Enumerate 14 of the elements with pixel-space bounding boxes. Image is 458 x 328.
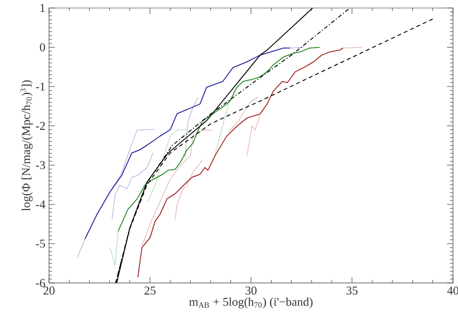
y-tick-label: -6 xyxy=(36,278,46,288)
x-axis-title: m$_{AB}$ + 5log(h$_{70}$) (i'−band) xyxy=(189,297,313,308)
y-axis-title: log(Φ [N/mag/(Mpc/h$_{70}$)$^{3}$]) xyxy=(20,80,33,211)
y-tick-label: -2 xyxy=(36,122,45,130)
x-tick-label: 25 xyxy=(144,286,156,295)
y-tick-label: 1 xyxy=(40,4,45,12)
y-tick-label: -1 xyxy=(36,82,45,91)
x-tick-label: 30 xyxy=(246,286,257,295)
y-tick-label: -4 xyxy=(36,200,46,208)
y-tick-label: -5 xyxy=(36,240,46,248)
x-tick-label: 20 xyxy=(44,286,55,295)
y-tick-label: 0 xyxy=(40,43,46,52)
x-tick-label: 35 xyxy=(346,286,358,295)
y-tick-label: -3 xyxy=(36,161,46,170)
